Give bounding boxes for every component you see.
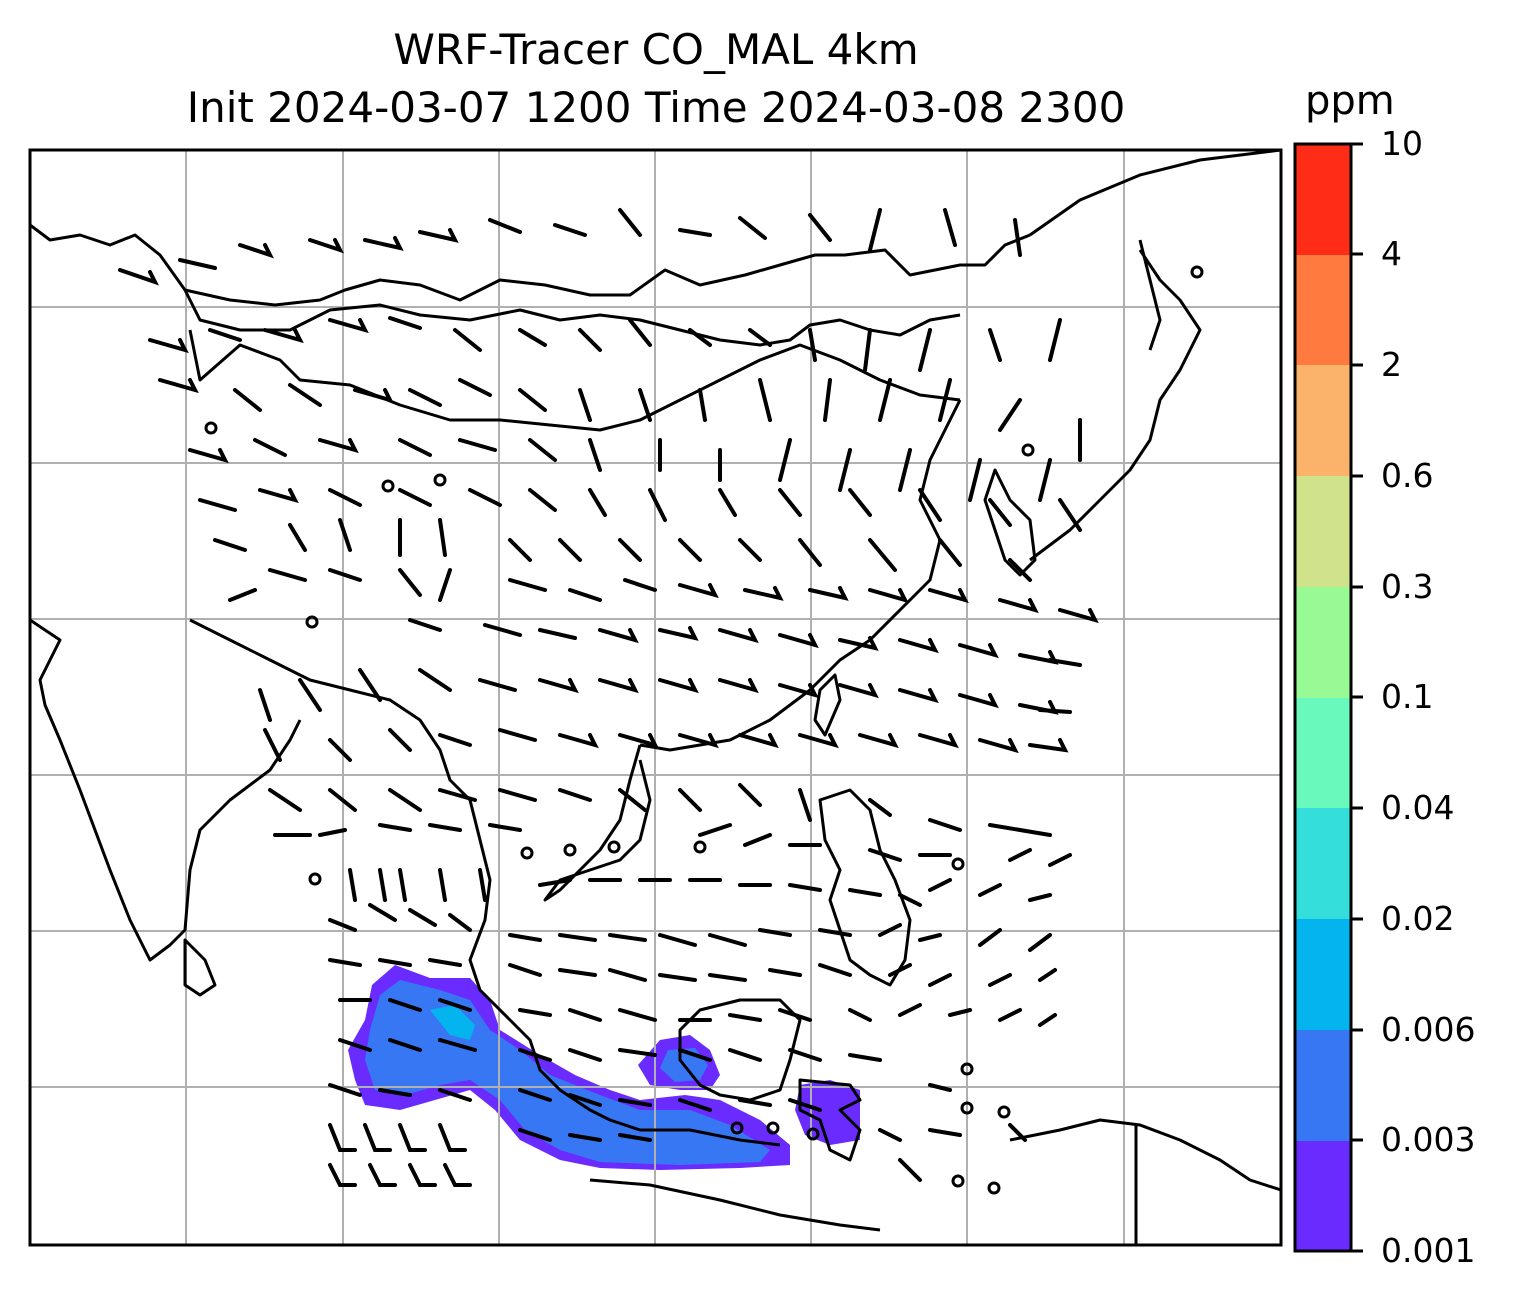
russia-border (30, 223, 1031, 307)
sri-lanka (183, 938, 217, 997)
map-title-line-2: Init 2024-03-07 1200 Time 2024-03-08 230… (186, 83, 1126, 132)
colorbar-segment (1295, 476, 1351, 587)
colorbar-segment (1295, 808, 1351, 919)
colorbar-segment (1295, 1030, 1351, 1141)
china-north (188, 329, 961, 432)
wind-barbs (118, 208, 1099, 1187)
china-east-coast (639, 399, 962, 752)
sulawesi (798, 1078, 862, 1162)
plume-core (430, 1005, 475, 1040)
mongolia-border (183, 289, 961, 347)
colorbar-tick-label: 0.001 (1381, 1231, 1476, 1270)
colorbar-unit: ppm (1305, 78, 1395, 124)
colorbar-tick-label: 0.006 (1381, 1010, 1476, 1049)
java (589, 1178, 881, 1232)
taiwan (813, 673, 842, 737)
russia-far-east (1029, 150, 1281, 237)
calm-wind-markers (204, 265, 1204, 1195)
map-frame (28, 148, 1283, 1247)
colorbar-tick-label: 0.6 (1381, 456, 1434, 495)
colorbar-tick-label: 0.003 (1381, 1120, 1476, 1159)
map-title-line-1: WRF-Tracer CO_MAL 4km (393, 25, 919, 74)
colorbar-tick-label: 0.04 (1381, 788, 1455, 827)
colorbar-tick-label: 4 (1381, 234, 1402, 273)
tracer-plume (348, 965, 860, 1170)
vietnam-coast (543, 744, 652, 902)
colorbar-segment (1295, 697, 1351, 808)
borneo (678, 998, 802, 1102)
colorbar-segment (1295, 144, 1351, 255)
colorbar-tick-label: 0.02 (1381, 899, 1455, 938)
korea (983, 468, 1037, 577)
india-west (30, 618, 302, 962)
japan (1029, 249, 1202, 562)
new-guinea (1009, 1118, 1281, 1192)
sakhalin (1138, 239, 1162, 351)
philippines (818, 788, 912, 987)
colorbar-segment (1295, 365, 1351, 476)
colorbar-tick-label: 10 (1381, 124, 1423, 163)
colorbar-segment (1295, 919, 1351, 1030)
colorbar-segment (1295, 1140, 1351, 1251)
colorbar-segment (1295, 254, 1351, 365)
colorbar (1293, 142, 1363, 1253)
map-gridlines (30, 150, 1281, 1245)
colorbar-tick-label: 2 (1381, 345, 1402, 384)
colorbar-tick-label: 0.3 (1381, 567, 1434, 606)
himalaya (189, 618, 472, 802)
colorbar-segment (1295, 587, 1351, 698)
colorbar-tick-label: 0.1 (1381, 677, 1434, 716)
